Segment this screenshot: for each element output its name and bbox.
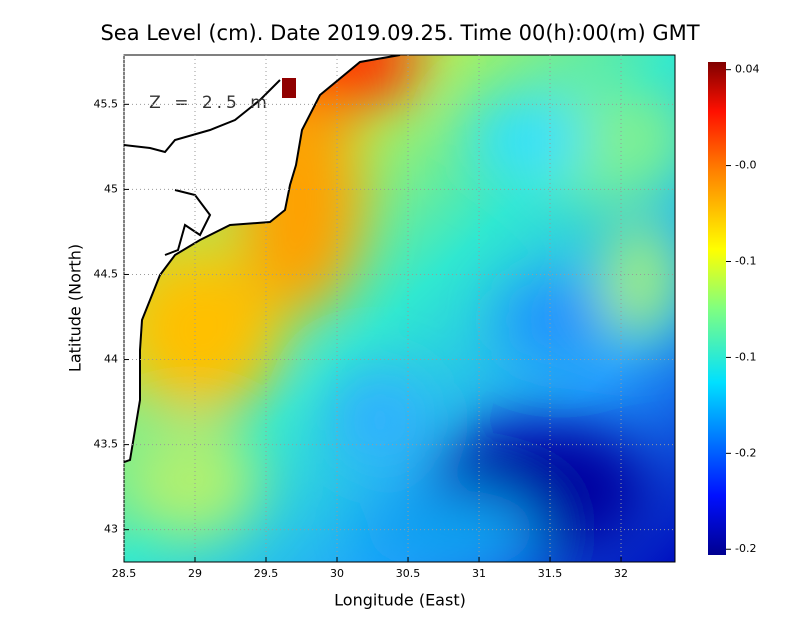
y-tick-label: 44: [104, 353, 118, 366]
x-tick-label: 30.5: [396, 567, 421, 580]
y-tick-label: 44.5: [94, 267, 119, 280]
y-tick-label: 45.5: [94, 97, 119, 110]
y-axis-label: Latitude (North): [66, 244, 85, 372]
x-tick-label: 31: [472, 567, 486, 580]
colorbar-tick-label: -0.1: [735, 350, 756, 363]
annotation: Z = 2.5 m: [149, 93, 271, 113]
y-tick-label: 43.5: [94, 438, 119, 451]
colorbar-tick-label: -0.2: [735, 446, 756, 459]
colorbar-tick-label: -0.2: [735, 542, 756, 555]
x-tick-label: 32: [614, 567, 628, 580]
x-axis-label: Longitude (East): [334, 591, 466, 610]
colorbar-tick-label: -0.1: [735, 255, 756, 268]
y-tick-label: 45: [104, 182, 118, 195]
colorbar-tick-label: 0.04: [735, 63, 760, 76]
x-tick-label: 29: [188, 567, 202, 580]
sea-level-field: [124, 55, 675, 562]
x-tick-label: 28.5: [112, 567, 137, 580]
colorbar-tick-label: -0.0: [735, 159, 756, 172]
chart-title: Sea Level (cm). Date 2019.09.25. Time 00…: [100, 21, 699, 45]
x-tick-label: 31.5: [538, 567, 563, 580]
x-tick-label: 29.5: [254, 567, 279, 580]
x-tick-label: 30: [330, 567, 344, 580]
y-tick-label: 43: [104, 523, 118, 536]
colorbar: [708, 62, 726, 555]
